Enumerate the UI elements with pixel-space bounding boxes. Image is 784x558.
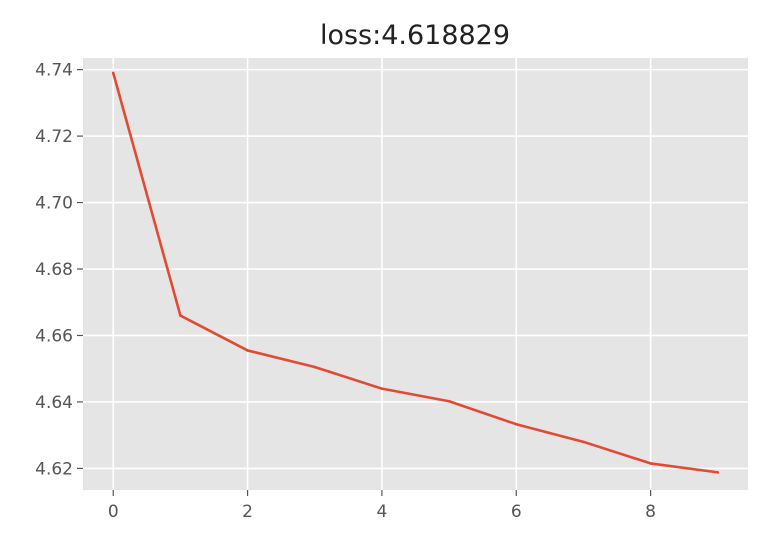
x-axis-ticks: 0 2 4 6 8 bbox=[108, 490, 656, 522]
grid bbox=[83, 58, 748, 490]
loss-data-point bbox=[447, 399, 451, 403]
loss-data-point bbox=[582, 440, 585, 444]
x-tick-label: 0 bbox=[108, 502, 119, 522]
y-tick-label: 4.72 bbox=[35, 127, 73, 147]
x-tick-label: 4 bbox=[377, 502, 388, 522]
loss-series-line bbox=[111, 71, 720, 474]
loss-data-point bbox=[111, 71, 115, 75]
y-tick-label: 4.70 bbox=[35, 194, 73, 214]
loss-data-point bbox=[514, 422, 518, 426]
series-layer bbox=[111, 71, 720, 474]
loss-data-point bbox=[313, 365, 317, 369]
loss-data-point bbox=[246, 349, 249, 352]
y-tick-label: 4.66 bbox=[35, 326, 73, 346]
chart-title: loss:4.618829 bbox=[320, 20, 510, 51]
plot-area bbox=[83, 58, 748, 490]
x-tick-label: 2 bbox=[242, 502, 253, 522]
y-tick-label: 4.62 bbox=[35, 459, 73, 479]
y-axis-ticks: 4.62 4.64 4.66 4.68 4.70 4.72 4.74 bbox=[35, 61, 83, 479]
loss-data-point bbox=[716, 471, 720, 474]
loss-data-point bbox=[380, 387, 384, 390]
loss-data-point bbox=[649, 462, 652, 465]
x-tick-label: 6 bbox=[511, 502, 522, 522]
y-tick-label: 4.64 bbox=[35, 393, 73, 413]
y-tick-label: 4.74 bbox=[35, 61, 73, 81]
loss-data-point bbox=[179, 314, 182, 317]
y-tick-label: 4.68 bbox=[35, 260, 73, 280]
x-tick-label: 8 bbox=[645, 502, 656, 522]
